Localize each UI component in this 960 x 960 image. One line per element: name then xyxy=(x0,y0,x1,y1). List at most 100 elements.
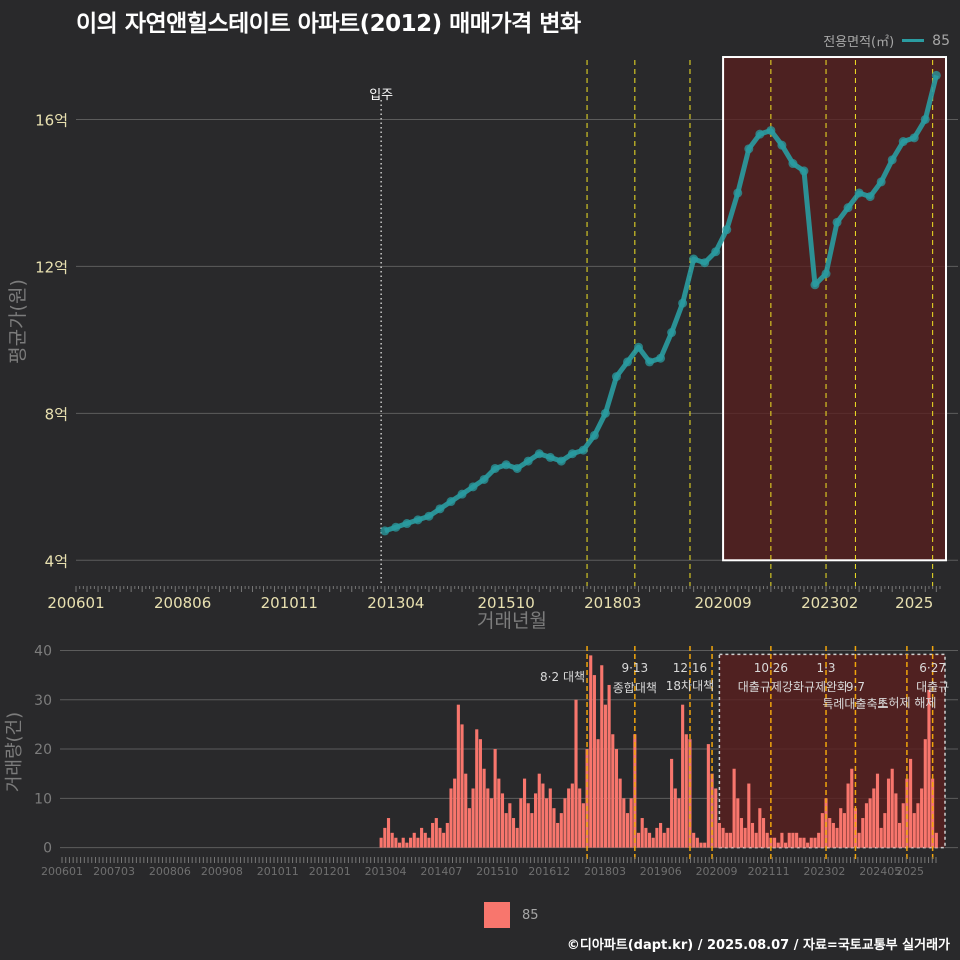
price-point xyxy=(545,452,555,462)
price-point xyxy=(634,342,644,352)
price-point xyxy=(766,125,776,135)
volume-bar xyxy=(861,818,865,848)
x-tick-label: 200703 xyxy=(93,865,135,878)
volume-bar xyxy=(901,803,905,848)
volume-bar xyxy=(596,739,600,848)
volume-bar xyxy=(717,822,721,848)
price-point xyxy=(501,460,511,470)
volume-bar xyxy=(508,803,512,848)
legend-value: 85 xyxy=(932,32,950,49)
volume-bar xyxy=(409,837,413,848)
volume-bar xyxy=(420,827,424,848)
volume-bar xyxy=(879,827,883,848)
volume-bar xyxy=(714,788,718,848)
volume-bar xyxy=(673,788,677,848)
volume-bar xyxy=(482,768,486,848)
price-point xyxy=(700,258,710,268)
price-point xyxy=(876,177,886,187)
price-point xyxy=(931,70,941,80)
volume-bar xyxy=(765,832,769,848)
price-point xyxy=(843,203,853,213)
volume-bar xyxy=(820,813,824,848)
price-point xyxy=(611,372,621,382)
x-tick-label: 200908 xyxy=(201,865,243,878)
policy-label: 18차대책 xyxy=(666,678,714,693)
policy-date: 9·13 xyxy=(621,661,648,675)
x-tick-label: 202009 xyxy=(694,594,751,612)
volume-bar xyxy=(743,827,747,848)
x-tick-label: 201612 xyxy=(528,865,570,878)
volume-bar xyxy=(817,832,821,848)
volume-bar xyxy=(802,837,806,848)
volume-bar xyxy=(581,803,585,848)
volume-bar xyxy=(504,813,508,848)
volume-bar xyxy=(534,793,538,848)
volume-bar xyxy=(515,827,519,848)
volume-bar xyxy=(706,744,710,848)
price-point xyxy=(777,140,787,150)
legend-bar-swatch xyxy=(484,902,510,928)
volume-bar xyxy=(732,768,736,848)
volume-bar xyxy=(839,808,843,848)
price-point xyxy=(556,456,566,466)
volume-bar xyxy=(486,788,490,848)
volume-bar xyxy=(897,822,902,848)
x-tick-label: 2025 xyxy=(895,594,933,612)
volume-bar xyxy=(872,788,876,848)
x-tick-label: 200601 xyxy=(41,865,83,878)
volume-bar xyxy=(835,827,839,848)
x-tick-label: 201510 xyxy=(476,865,518,878)
volume-bar xyxy=(670,758,674,848)
volume-bar xyxy=(772,837,777,848)
volume-bar xyxy=(567,788,571,848)
price-point xyxy=(887,155,897,165)
volume-bar xyxy=(614,749,619,848)
volume-bar xyxy=(875,773,880,848)
x-tick-label: 201011 xyxy=(261,594,318,612)
y-tick-label: 4억 xyxy=(45,552,68,570)
volume-bar xyxy=(442,832,446,848)
volume-bar xyxy=(927,689,931,848)
volume-bar xyxy=(574,699,578,848)
x-tick-label: 2025 xyxy=(896,865,924,878)
legend-top: 전용면적(㎡) 85 xyxy=(823,31,950,51)
x-tick-label: 201803 xyxy=(584,865,626,878)
volume-bar xyxy=(412,832,416,848)
price-point xyxy=(534,449,544,459)
volume-bar xyxy=(511,818,516,848)
volume-bar xyxy=(864,803,869,848)
x-tick-label: 201304 xyxy=(367,594,424,612)
y-tick-label: 40 xyxy=(34,643,52,659)
x-tick-label: 200806 xyxy=(154,594,211,612)
volume-bar xyxy=(397,842,402,848)
y-tick-label: 20 xyxy=(34,742,52,758)
volume-bar xyxy=(394,837,398,848)
price-point xyxy=(645,357,655,367)
policy-label: 토허제 해제 xyxy=(877,696,936,710)
y-tick-label: 10 xyxy=(34,791,52,807)
volume-bar xyxy=(868,798,872,848)
volume-bar xyxy=(692,832,696,848)
volume-bar xyxy=(541,783,545,848)
volume-bar xyxy=(934,832,938,848)
volume-bar xyxy=(644,827,648,848)
y-axis-label: 평균가(원) xyxy=(7,279,29,364)
volume-bar xyxy=(548,788,552,848)
volume-bar xyxy=(806,842,810,848)
volume-bar xyxy=(703,842,707,848)
volume-bar xyxy=(526,803,530,848)
price-point xyxy=(755,129,765,139)
price-point xyxy=(821,269,831,279)
volume-bar xyxy=(776,842,780,848)
price-point xyxy=(424,511,434,521)
volume-bar xyxy=(842,813,846,848)
volume-bar xyxy=(795,832,799,848)
chart-title: 이의 자연앤힐스테이트 아파트(2012) 매매가격 변화 xyxy=(76,11,581,37)
volume-bar xyxy=(850,768,854,848)
policy-label: 8·2 대책 xyxy=(540,669,585,684)
volume-bar xyxy=(809,837,813,848)
y-tick-label: 30 xyxy=(34,693,52,709)
policy-label: 규제완화 xyxy=(804,680,848,694)
volume-bar xyxy=(728,832,732,848)
